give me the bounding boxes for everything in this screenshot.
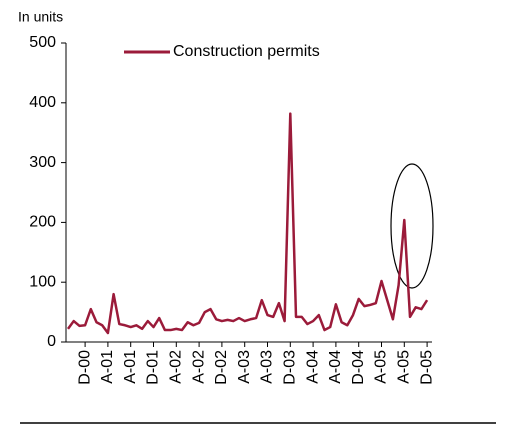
x-tick-label: A-02 [168, 350, 185, 384]
x-tick-label: A-05 [373, 350, 390, 384]
data-line [66, 112, 429, 335]
x-tick-label: A-02 [190, 350, 207, 384]
x-tick-label: D-03 [282, 350, 299, 385]
x-tick-label: A-03 [236, 350, 253, 384]
x-tick-label: A-05 [396, 350, 413, 384]
y-tick-label: 500 [29, 34, 56, 51]
y-tick-label: 200 [29, 214, 56, 231]
x-tick-label: D-04 [350, 350, 367, 385]
y-tick-label: 0 [47, 333, 56, 350]
y-tick-label: 100 [29, 273, 56, 290]
y-tick-label: 400 [29, 94, 56, 111]
x-tick-label: D-00 [76, 350, 93, 385]
x-tick-label: A-03 [259, 350, 276, 384]
x-tick-label: A-04 [304, 350, 321, 384]
x-tick-label: D-01 [145, 350, 162, 385]
annotation-ellipse [390, 163, 434, 289]
x-tick-label: D-02 [213, 350, 230, 385]
x-tick-label: A-01 [122, 350, 139, 384]
x-tick-label: A-04 [327, 350, 344, 384]
y-tick-label: 300 [29, 154, 56, 171]
x-tick-label: A-01 [99, 350, 116, 384]
unit-label: In units [18, 9, 63, 25]
legend-label: Construction permits [173, 43, 320, 60]
x-tick-label: D-05 [418, 350, 435, 385]
